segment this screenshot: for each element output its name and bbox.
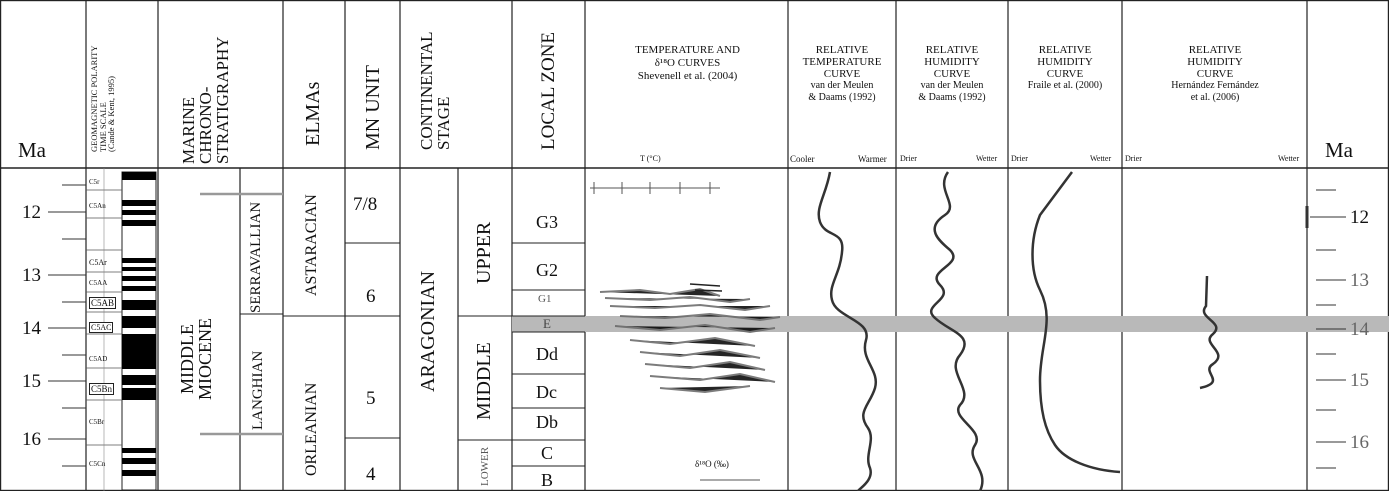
rel-hum1-title-line: CURVE [933, 68, 971, 80]
rel-hum2-right-label: Wetter [1090, 154, 1112, 163]
right-axis-label: Ma [1325, 138, 1353, 162]
zone-label: C [541, 443, 554, 463]
epoch-label: MIDDLE MIOCENE [177, 318, 215, 400]
elma-orleanian: ORLEANIAN [303, 382, 320, 476]
stage-langhian: LANGHIAN [250, 350, 266, 430]
right-tick-15: 15 [1350, 370, 1369, 391]
rel-temp-title-line: TEMPERATURE [802, 56, 882, 68]
chron-label: C5AA [89, 279, 108, 287]
rel-hum1-right-label: Wetter [976, 154, 998, 163]
continental-header-line: STAGE [434, 96, 453, 150]
elma-astaracian: ASTARACIAN [303, 194, 320, 296]
stage-serravallian: SERRAVALLIAN [248, 201, 264, 313]
rel-hum3-title-line: HUMIDITY [1187, 56, 1243, 68]
chron-label: C5AB [89, 297, 117, 309]
continental-header-line: CONTINENTAL [417, 31, 436, 150]
rel-hum2-header: RELATIVE HUMIDITY CURVE Fraile et al. (2… [1010, 44, 1120, 92]
chron-label: C5Br [89, 418, 105, 426]
chron-label: C5Ar [89, 258, 107, 267]
epoch-line: MIOCENE [195, 318, 215, 400]
temp-axis-label: T (°C) [640, 154, 661, 163]
rel-temp-title-line: RELATIVE [815, 44, 869, 56]
temp-curves-header: TEMPERATURE AND δ¹⁸O CURVES Shevenell et… [590, 44, 785, 83]
mn-unit: 7/8 [353, 194, 378, 215]
zone-label: Dc [536, 382, 557, 402]
left-tick-16: 16 [22, 429, 41, 450]
rel-hum3-left-label: Drier [1125, 154, 1142, 163]
rel-temp-right-label: Warmer [858, 154, 887, 164]
zone-label: G1 [538, 293, 552, 305]
right-tick-16: 16 [1350, 432, 1369, 453]
left-tick-15: 15 [22, 371, 41, 392]
zone-label: Dd [536, 344, 558, 364]
gpts-header-line: (Cande & Kent, 1995) [106, 75, 116, 152]
rel-hum2-title-line: HUMIDITY [1037, 56, 1093, 68]
rel-temp-title-line: & Daams (1992) [808, 92, 876, 103]
rel-hum1-title-line: RELATIVE [925, 44, 979, 56]
mn-unit: 4 [366, 464, 376, 485]
zone-label: B [541, 470, 554, 490]
rel-hum3-title-line: Hernández Fernández [1171, 80, 1259, 91]
gpts-header: GEOMAGNETIC POLARITY TIME SCALE (Cande &… [89, 46, 116, 152]
left-axis-label: Ma [18, 138, 46, 162]
rel-hum1-header: RELATIVE HUMIDITY CURVE van der Meulen &… [898, 44, 1006, 104]
chron-label: C5An [89, 202, 106, 210]
rel-hum2-title-line: RELATIVE [1038, 44, 1092, 56]
rel-hum3-title-line: et al. (2006) [1190, 92, 1240, 103]
right-tick-14: 14 [1350, 319, 1369, 340]
mn-unit: 6 [366, 286, 376, 307]
marine-header: MARINE CHRONO- STRATIGRAPHY [179, 36, 232, 164]
zone-label: E [543, 316, 551, 331]
mn-header: MN UNIT [362, 65, 384, 150]
rel-temp-title-line: CURVE [823, 68, 861, 80]
rel-hum1-left-label: Drier [900, 154, 917, 163]
temp-title-line: TEMPERATURE AND [635, 44, 740, 56]
rel-hum3-header: RELATIVE HUMIDITY CURVE Hernández Fernán… [1124, 44, 1306, 104]
right-tick-12: 12 [1350, 207, 1369, 228]
sub-upper: UPPER [473, 221, 495, 284]
rel-hum3-title-line: RELATIVE [1188, 44, 1242, 56]
mn-unit: 5 [366, 388, 376, 409]
sub-middle: MIDDLE [473, 342, 495, 420]
temp-title-line: δ¹⁸O CURVES [654, 57, 721, 69]
marine-header-line: MARINE [179, 96, 198, 164]
chron-label: C5AD [89, 355, 108, 363]
chron-label: C5Cn [89, 460, 106, 468]
local-zone-header: LOCAL ZONE [538, 31, 559, 150]
rel-temp-left-label: Cooler [790, 154, 815, 164]
left-tick-14: 14 [22, 318, 41, 339]
rel-hum2-title-line: Fraile et al. (2000) [1027, 80, 1103, 91]
chron-label: C5AC [89, 322, 114, 333]
rel-hum1-title-line: HUMIDITY [924, 56, 980, 68]
left-tick-13: 13 [22, 265, 41, 286]
marine-header-line: STRATIGRAPHY [213, 36, 232, 164]
sub-lower: LOWER [479, 446, 491, 486]
d18o-axis-label: δ¹⁸O (‰) [695, 459, 729, 469]
rel-hum2-left-label: Drier [1011, 154, 1028, 163]
rel-hum3-title-line: CURVE [1196, 68, 1234, 80]
temp-title-line: Shevenell et al. (2004) [637, 70, 738, 82]
rel-hum1-title-line: van der Meulen [920, 80, 984, 91]
rel-hum2-title-line: CURVE [1046, 68, 1084, 80]
epoch-line: MIDDLE [177, 324, 197, 394]
zone-label: G3 [536, 212, 558, 232]
marine-header-line: CHRONO- [196, 86, 215, 164]
rel-temp-title-line: van der Meulen [810, 80, 874, 91]
rel-hum1-title-line: & Daams (1992) [918, 92, 986, 103]
chron-label: C5r [89, 178, 100, 186]
chron-label: C5Bn [89, 383, 115, 395]
elmas-header: ELMAs [302, 81, 324, 146]
continental-header: CONTINENTAL STAGE [417, 31, 453, 150]
right-tick-13: 13 [1350, 270, 1369, 291]
rel-hum3-right-label: Wetter [1278, 154, 1300, 163]
rel-temp-header: RELATIVE TEMPERATURE CURVE van der Meule… [790, 44, 894, 104]
zone-label: Db [536, 412, 558, 432]
zone-label: G2 [536, 260, 558, 280]
left-tick-12: 12 [22, 202, 41, 223]
stage-aragonian: ARAGONIAN [417, 270, 439, 392]
